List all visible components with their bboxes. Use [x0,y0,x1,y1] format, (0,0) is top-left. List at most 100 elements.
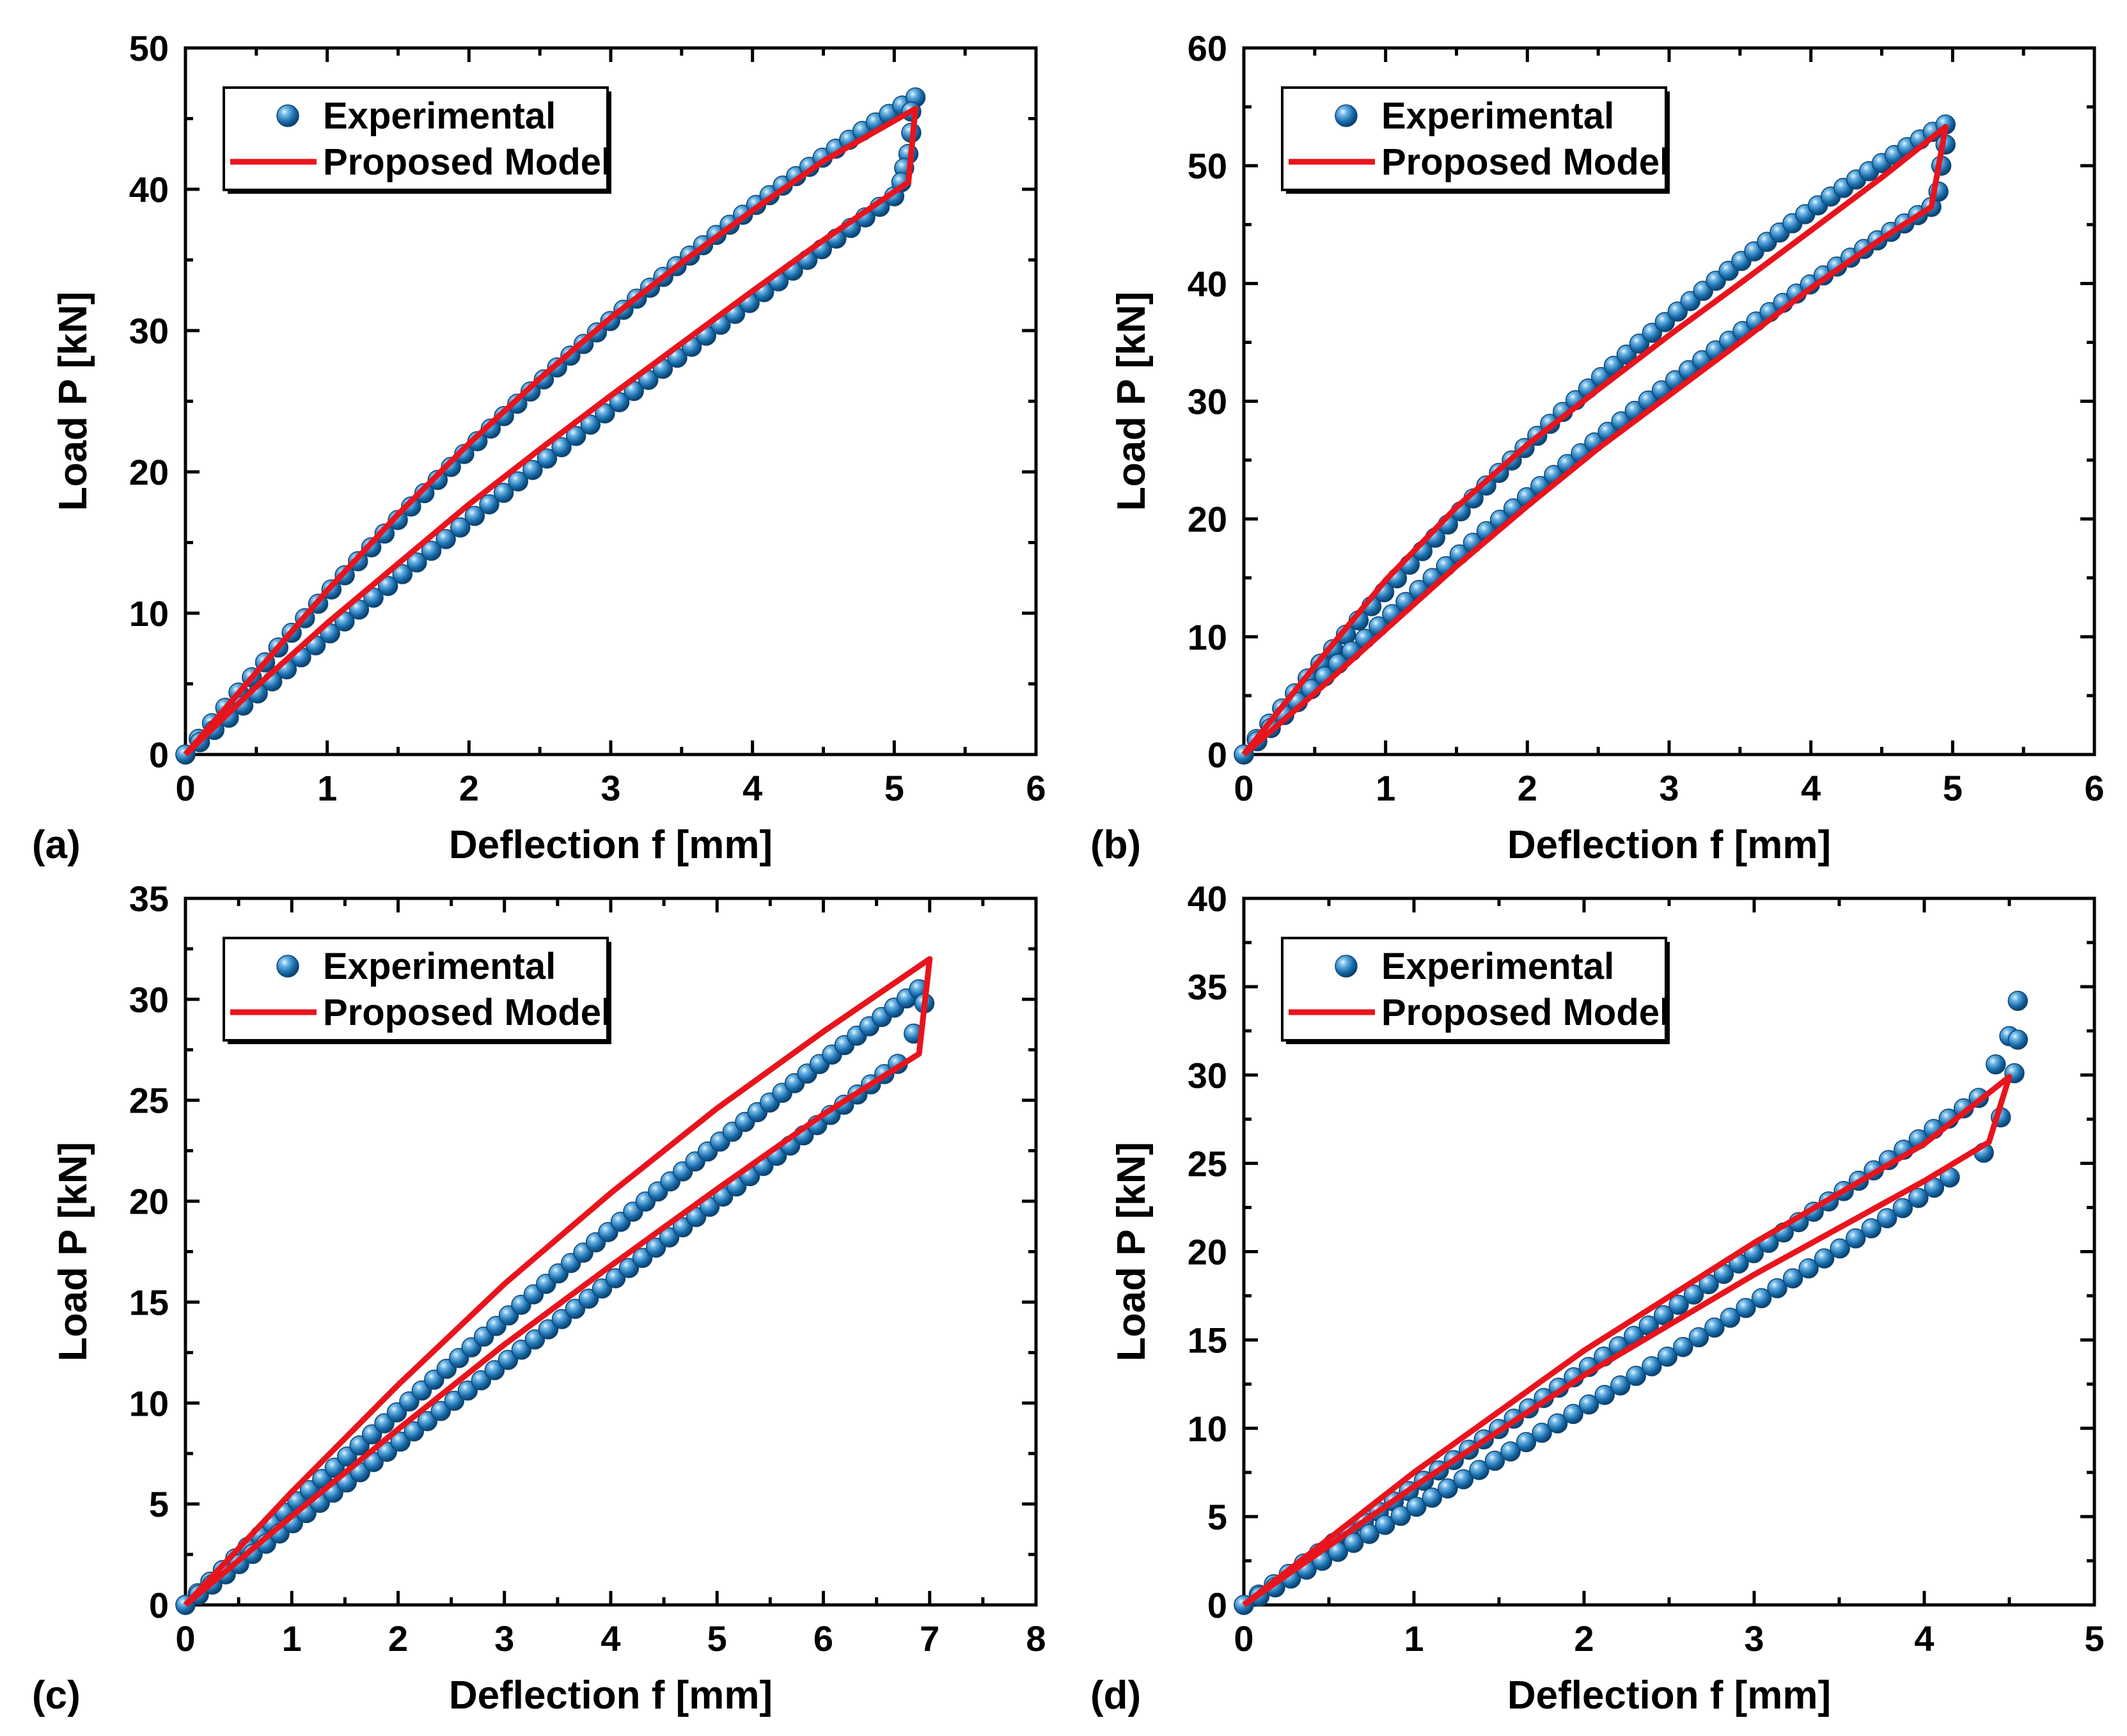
experimental-point [1594,1384,1615,1405]
x-tick-label: 8 [1026,1618,1046,1659]
legend-label-experimental: Experimental [1381,95,1614,137]
x-tick-label: 6 [1026,768,1046,808]
experimental-point [1453,1469,1474,1490]
x-tick-label: 0 [1234,768,1253,808]
experimental-point [1736,1297,1756,1318]
experimental-point [520,381,541,402]
experimental-point [421,540,442,561]
x-tick-label: 4 [1801,768,1821,808]
experimental-point [565,425,586,446]
experimental-point [1532,1423,1552,1443]
experimental-point [524,1329,545,1350]
y-tick-label: 40 [1188,879,1227,919]
experimental-point [401,496,421,517]
experimental-point [522,460,543,480]
experimental-point [592,1278,613,1299]
experimental-point [392,564,413,584]
experimental-point [1861,1218,1881,1239]
y-tick-label: 35 [129,879,169,919]
experimental-point [1547,1413,1568,1434]
experimental-point [645,1237,666,1258]
experimental-point [578,1288,599,1309]
experimental-point [551,437,572,458]
experimental-point [1343,1533,1364,1553]
experimental-point [2007,990,2029,1011]
panel-label: (c) [32,1673,81,1717]
x-tick-label: 4 [600,1618,620,1659]
experimental-point [1688,1327,1709,1348]
y-axis-label: Load P [kN] [1110,292,1154,511]
legend-label-model: Proposed Model [1381,992,1670,1033]
experimental-point [1782,1268,1803,1289]
y-tick-label: 35 [1188,967,1227,1007]
experimental-point [374,523,395,544]
x-tick-label: 1 [1404,1618,1424,1659]
y-tick-label: 40 [1188,263,1227,304]
experimental-point [507,393,528,414]
x-tick-label: 3 [1744,1618,1764,1659]
y-axis-label: Load P [kN] [1110,1142,1154,1361]
experimental-point [538,1319,559,1340]
experimental-point [659,1227,680,1248]
x-axis-label: Deflection f [mm] [449,1673,773,1717]
experimental-point [1406,1496,1427,1517]
experimental-point [390,1431,411,1452]
experimental-point [464,506,485,526]
y-tick-label: 20 [1188,1232,1227,1272]
experimental-point [444,1390,465,1411]
y-tick-label: 10 [1188,617,1227,657]
y-tick-label: 30 [1188,1055,1227,1095]
x-tick-label: 3 [1659,768,1679,808]
legend-label-experimental: Experimental [1381,946,1614,987]
x-tick-label: 2 [459,768,479,808]
experimental-point [457,1380,478,1401]
experimental-point [618,1258,640,1278]
experimental-point [377,1441,397,1462]
experimental-point [417,1411,438,1432]
experimental-point [551,1309,572,1329]
experimental-point [605,1268,626,1288]
experimental-point [1892,1198,1913,1219]
experimental-point [484,1360,505,1380]
chart-panel-4: 0 1 2 3 4 5 0 5 10 15 20 25 30 35 40 Deflection f [mm] L… [1090,879,2105,1717]
experimental-point [1767,1278,1787,1299]
x-tick-label: 5 [884,768,904,808]
experimental-point [1642,1356,1662,1377]
y-tick-label: 30 [129,980,169,1020]
legend-marker-experimental [1335,104,1358,127]
proposed-model-line [1241,123,1949,757]
experimental-point [441,457,461,477]
experimental-point [1476,475,1496,496]
experimental-point [471,1370,492,1391]
y-tick-label: 25 [129,1081,169,1121]
proposed-model-line [183,956,933,1607]
proposed-model-line [183,106,919,757]
experimental-point [494,405,514,426]
experimental-point [1422,1487,1443,1508]
legend-marker-experimental [276,104,299,127]
chart-panel-1: 0 1 2 3 4 5 6 0 10 20 30 40 50 Deflection f [mm] Load … [32,28,1046,867]
experimental-point [1578,1394,1599,1415]
experimental-point [1626,1366,1647,1386]
legend-label-experimental: Experimental [323,946,556,987]
experimental-point [672,1217,693,1238]
experimental-point [508,471,528,492]
y-tick-label: 5 [1207,1497,1227,1537]
y-tick-label: 60 [1188,28,1227,68]
experimental-point [1500,1441,1521,1462]
x-tick-label: 1 [282,1618,302,1659]
y-tick-label: 20 [1188,499,1227,540]
x-tick-label: 1 [1376,768,1395,808]
experimental-point [1668,1295,1689,1315]
experimental-point [1720,1308,1741,1328]
experimental-point [498,1350,519,1370]
experimental-point [388,510,408,530]
y-tick-label: 0 [1207,735,1227,775]
x-tick-label: 6 [813,1618,833,1659]
experimental-point [595,403,615,424]
legend-label-model: Proposed Model [323,992,611,1033]
y-tick-label: 30 [129,311,169,351]
x-tick-label: 5 [2084,1618,2104,1659]
